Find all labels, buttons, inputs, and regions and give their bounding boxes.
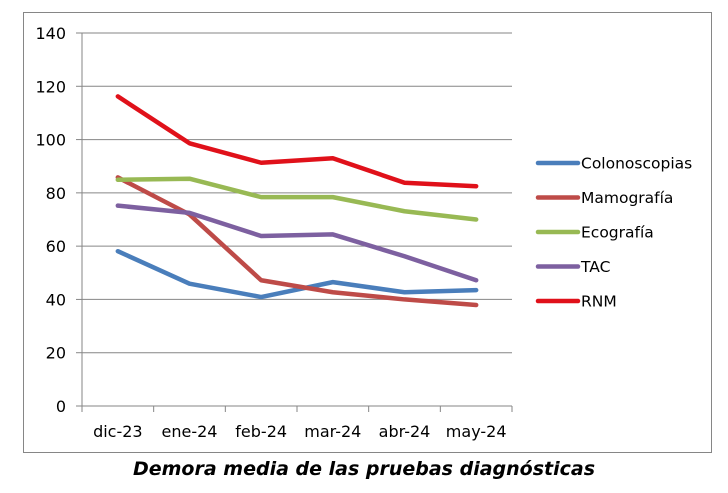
legend-label: Ecografía xyxy=(581,224,654,242)
x-tick-label: feb-24 xyxy=(235,422,287,441)
series-line-mamograf-a xyxy=(115,175,479,308)
y-tick-label: 20 xyxy=(46,344,66,363)
legend-label: RNM xyxy=(581,293,617,311)
series-line-ecograf-a xyxy=(115,176,479,222)
y-tick-label: 100 xyxy=(35,131,66,150)
gridlines xyxy=(82,32,512,354)
x-tick-label: abr-24 xyxy=(379,422,431,441)
chart-title: Demora media de las pruebas diagnósticas xyxy=(132,458,596,480)
series-line-rnm xyxy=(115,94,479,189)
series-line-colonoscopias xyxy=(115,248,479,300)
series-lines xyxy=(115,94,479,308)
y-tick-label: 140 xyxy=(35,24,66,43)
legend-label: Mamografía xyxy=(581,189,673,207)
x-tick-label: mar-24 xyxy=(304,422,361,441)
legend-item: Ecografía xyxy=(535,224,654,242)
legend-label: Colonoscopias xyxy=(581,155,692,173)
legend-item: Colonoscopias xyxy=(535,155,692,173)
y-tick-label: 60 xyxy=(46,237,66,256)
legend-label: TAC xyxy=(580,258,610,276)
series-line-tac xyxy=(115,203,479,283)
y-tick-label: 0 xyxy=(56,397,66,416)
chart-frame xyxy=(23,12,712,453)
y-tick-label: 120 xyxy=(35,77,66,96)
legend-item: Mamografía xyxy=(535,189,673,207)
x-tick-label: may-24 xyxy=(446,422,507,441)
legend-item: RNM xyxy=(535,293,617,311)
x-tick-label: dic-23 xyxy=(93,422,143,441)
y-tick-label: 40 xyxy=(46,290,66,309)
legend: Colonoscopias Mamografía Ecografía TAC RNM xyxy=(535,155,692,311)
legend-item: TAC xyxy=(535,258,610,276)
y-tick-label: 80 xyxy=(46,184,66,203)
axes: 0 20 40 60 80 100 120 140 dic-23 ene-24 feb-24 mar-… xyxy=(35,24,513,441)
x-tick-label: ene-24 xyxy=(162,422,218,441)
